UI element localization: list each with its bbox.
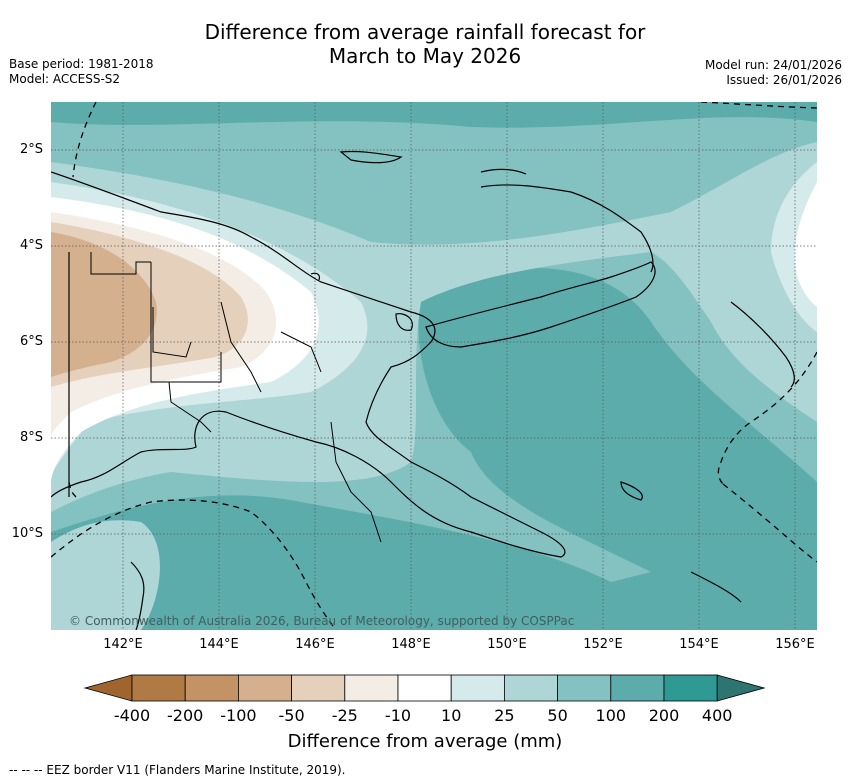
colorbar-tick-label: 10 xyxy=(441,706,462,725)
colorbar-extend-high xyxy=(716,674,766,702)
colorbar-tick-label: 400 xyxy=(701,706,733,725)
colorbar-segment xyxy=(503,674,558,702)
latitude-label: 8°S xyxy=(19,430,43,445)
colorbar-tick-label: -200 xyxy=(167,706,204,725)
base-period-text: Base period: 1981-2018 xyxy=(9,57,154,71)
latitude-label: 6°S xyxy=(19,334,43,349)
anomaly-band-neutral-east xyxy=(794,182,817,307)
colorbar-segment xyxy=(131,674,186,702)
colorbar-segment xyxy=(610,674,665,702)
colorbar-title: Difference from average (mm) xyxy=(287,731,563,752)
colorbar-tick-label: 200 xyxy=(648,706,680,725)
latitude-label: 4°S xyxy=(19,238,43,253)
copyright-notice: © Commonwealth of Australia 2026, Bureau… xyxy=(69,614,575,628)
colorbar-segment xyxy=(344,674,399,702)
eez-legend: -- -- -- EEZ border V11 (Flanders Marine… xyxy=(9,763,346,777)
colorbar-tick-label: -10 xyxy=(384,706,412,725)
issued-text: Issued: 26/01/2026 xyxy=(726,73,842,87)
model-text: Model: ACCESS-S2 xyxy=(9,72,121,86)
colorbar-tick-label: 50 xyxy=(547,706,568,725)
colorbar-segment xyxy=(237,674,292,702)
latitude-label: 10°S xyxy=(11,526,43,541)
rainfall-map xyxy=(51,102,817,630)
colorbar-tick-label: -400 xyxy=(113,706,151,725)
colorbar-segment xyxy=(663,674,718,702)
colorbar-segment xyxy=(557,674,612,702)
longitude-label: 156°E xyxy=(775,637,815,652)
colorbar-segment xyxy=(291,674,346,702)
colorbar-segment xyxy=(450,674,505,702)
admin-borders xyxy=(90,252,382,543)
latitude-label: 2°S xyxy=(19,142,43,157)
colorbar-tick-label: -25 xyxy=(331,706,358,725)
colorbar xyxy=(83,674,766,702)
coastline xyxy=(51,150,795,630)
title-line-2: March to May 2026 xyxy=(328,44,522,68)
meta-right: Model run: 24/01/2026 Issued: 26/01/2026 xyxy=(705,58,842,88)
anomaly-band-25-50-south xyxy=(51,520,160,630)
longitude-label: 148°E xyxy=(391,637,431,652)
colorbar-tick-label: -100 xyxy=(220,706,257,725)
anomaly-band-minus-50-100 xyxy=(51,232,157,377)
longitude-label: 142°E xyxy=(103,637,143,652)
colorbar-tick-label: 100 xyxy=(595,706,627,725)
colorbar-tick-label: 25 xyxy=(494,706,515,725)
eez-borders xyxy=(51,102,817,630)
meta-left: Base period: 1981-2018 Model: ACCESS-S2 xyxy=(9,57,154,87)
longitude-label: 154°E xyxy=(679,637,719,652)
longitude-label: 144°E xyxy=(199,637,239,652)
longitude-label: 152°E xyxy=(583,637,623,652)
colorbar-segment xyxy=(184,674,239,702)
longitude-label: 146°E xyxy=(295,637,335,652)
colorbar-tick-label: -50 xyxy=(278,706,305,725)
map-title: Difference from average rainfall forecas… xyxy=(0,20,850,68)
longitude-label: 150°E xyxy=(487,637,527,652)
colorbar-segment xyxy=(397,674,452,702)
graticule xyxy=(51,102,817,630)
title-line-1: Difference from average rainfall forecas… xyxy=(204,20,646,44)
model-run-text: Model run: 24/01/2026 xyxy=(704,58,842,72)
colorbar-extend-low xyxy=(83,674,133,702)
